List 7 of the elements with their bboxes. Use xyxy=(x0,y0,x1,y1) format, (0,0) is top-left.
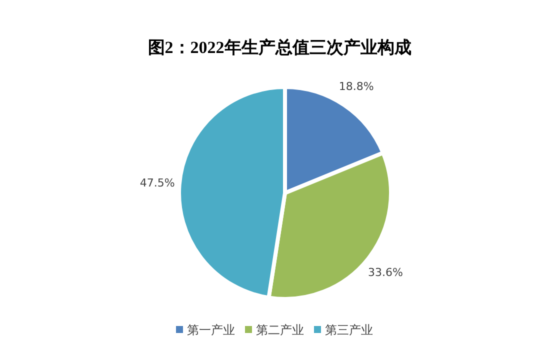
data-label: 47.5% xyxy=(140,176,175,190)
data-label: 18.8% xyxy=(338,80,374,94)
legend-label: 第二产业 xyxy=(256,323,304,337)
data-label: 33.6% xyxy=(368,266,403,279)
legend-label: 第一产业 xyxy=(187,323,235,337)
legend-label: 第三产业 xyxy=(325,323,373,337)
chart-title: 图2：2022年生产总值三次产业构成 xyxy=(146,37,412,59)
